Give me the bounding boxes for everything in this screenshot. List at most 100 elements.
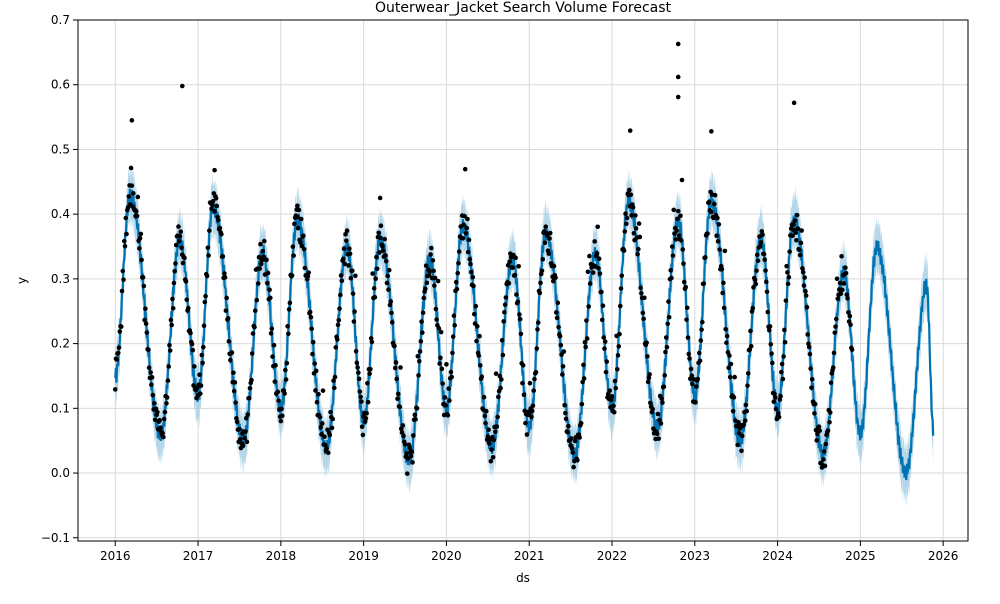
observed-point bbox=[286, 331, 291, 337]
observed-point bbox=[398, 365, 403, 370]
chart-title: Outerwear_Jacket Search Volume Forecast bbox=[375, 0, 672, 16]
observed-spike-point bbox=[675, 94, 681, 100]
observed-point bbox=[803, 289, 808, 294]
observed-point bbox=[732, 374, 737, 380]
observed-point bbox=[443, 402, 448, 408]
observed-point bbox=[627, 187, 632, 193]
observed-point bbox=[319, 421, 325, 426]
observed-point bbox=[484, 408, 489, 414]
observed-point bbox=[828, 380, 834, 386]
observed-point bbox=[554, 315, 560, 321]
observed-point bbox=[121, 238, 127, 244]
observed-point bbox=[566, 423, 571, 429]
observed-point bbox=[479, 374, 485, 380]
observed-point bbox=[356, 370, 361, 375]
observed-point bbox=[547, 236, 552, 241]
observed-point bbox=[612, 378, 618, 384]
observed-point bbox=[731, 395, 737, 400]
observed-point bbox=[173, 242, 179, 248]
observed-point bbox=[798, 240, 804, 246]
observed-point bbox=[470, 274, 476, 280]
observed-point bbox=[773, 406, 779, 412]
observed-point bbox=[412, 412, 418, 418]
observed-point bbox=[310, 339, 316, 345]
observed-point bbox=[237, 426, 242, 432]
observed-point bbox=[815, 431, 820, 437]
observed-point bbox=[283, 377, 289, 382]
observed-point bbox=[364, 410, 369, 416]
observed-point bbox=[517, 312, 522, 317]
observed-point bbox=[437, 361, 442, 366]
observed-point bbox=[380, 244, 385, 249]
observed-point bbox=[604, 359, 610, 364]
observed-point bbox=[580, 379, 585, 385]
observed-point bbox=[339, 278, 345, 284]
observed-point bbox=[295, 225, 301, 231]
x-tick-label: 2017 bbox=[183, 549, 214, 563]
observed-point bbox=[699, 327, 704, 332]
observed-point bbox=[161, 416, 167, 422]
observed-point bbox=[570, 450, 576, 455]
x-tick-label: 2019 bbox=[348, 549, 379, 563]
observed-point bbox=[268, 331, 274, 336]
observed-point bbox=[135, 194, 141, 200]
observed-point bbox=[190, 347, 196, 353]
observed-point bbox=[757, 243, 763, 249]
observed-point bbox=[554, 310, 559, 315]
observed-point bbox=[715, 215, 720, 221]
observed-point bbox=[382, 236, 388, 242]
observed-point bbox=[226, 339, 232, 344]
observed-point bbox=[268, 295, 273, 301]
observed-point bbox=[137, 246, 142, 251]
observed-point bbox=[578, 420, 584, 426]
observed-point bbox=[346, 263, 351, 268]
observed-point bbox=[250, 331, 256, 336]
observed-point bbox=[404, 471, 410, 476]
observed-point bbox=[727, 374, 733, 380]
observed-point bbox=[563, 410, 568, 416]
observed-point bbox=[697, 350, 702, 356]
observed-point bbox=[804, 304, 810, 310]
observed-point bbox=[662, 373, 667, 378]
observed-point bbox=[563, 416, 569, 422]
observed-point bbox=[821, 449, 827, 454]
observed-point bbox=[134, 209, 139, 214]
observed-point bbox=[298, 216, 304, 222]
observed-point bbox=[158, 425, 163, 431]
observed-point bbox=[693, 400, 698, 405]
observed-point bbox=[655, 411, 661, 417]
observed-point bbox=[581, 362, 586, 368]
observed-point bbox=[202, 299, 208, 305]
observed-point bbox=[167, 342, 172, 348]
observed-point bbox=[242, 435, 248, 441]
observed-point bbox=[557, 333, 563, 339]
observed-point bbox=[727, 353, 732, 358]
observed-point bbox=[835, 296, 841, 302]
observed-point bbox=[553, 275, 558, 280]
observed-point bbox=[329, 425, 335, 431]
observed-point bbox=[600, 303, 606, 308]
observed-point bbox=[754, 268, 759, 273]
observed-point bbox=[630, 205, 636, 210]
observed-point bbox=[493, 429, 498, 435]
x-axis-ticks: 2016 2017 2018 2019 2020 2021 2022 2023 2024 2025… bbox=[100, 541, 958, 563]
observed-point bbox=[306, 270, 311, 275]
observed-point bbox=[143, 306, 148, 312]
observed-point bbox=[114, 357, 120, 362]
observed-point bbox=[515, 299, 521, 305]
observed-point bbox=[767, 327, 772, 333]
observed-points-layer bbox=[112, 41, 855, 476]
observed-point bbox=[520, 363, 526, 368]
observed-point bbox=[214, 203, 220, 209]
observed-point bbox=[782, 327, 787, 333]
x-tick-label: 2016 bbox=[100, 549, 131, 563]
observed-point bbox=[352, 309, 357, 314]
observed-point bbox=[611, 410, 617, 415]
observed-point bbox=[301, 233, 306, 239]
observed-point bbox=[394, 376, 400, 382]
x-tick-label: 2022 bbox=[597, 549, 628, 563]
observed-point bbox=[849, 347, 855, 353]
observed-point bbox=[814, 438, 820, 443]
observed-point bbox=[198, 383, 204, 388]
